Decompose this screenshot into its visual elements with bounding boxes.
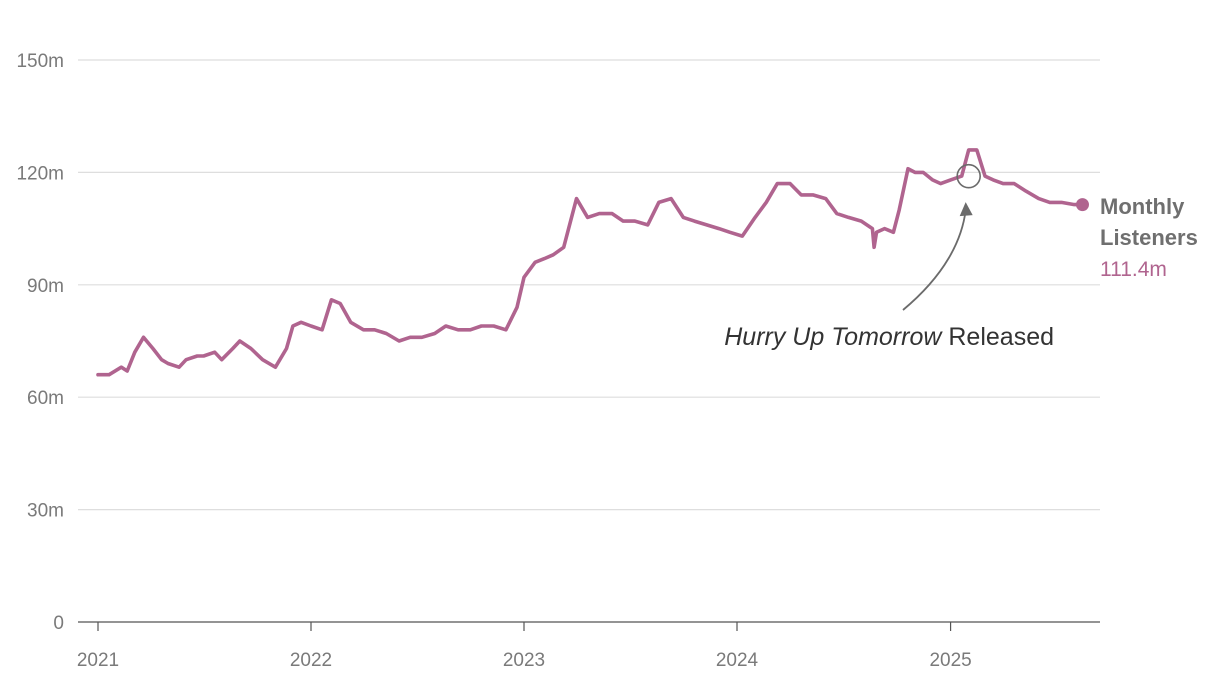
annotation-label: Hurry Up Tomorrow Released — [724, 323, 1054, 351]
series-layer — [96, 148, 1085, 377]
annotation-label-rest: Released — [941, 323, 1054, 351]
y-tick-label: 30m — [27, 501, 64, 522]
y-tick-label: 0 — [53, 613, 64, 634]
x-tick-label: 2022 — [290, 650, 332, 671]
x-tick-label: 2024 — [716, 650, 759, 671]
x-tick-label: 2025 — [929, 650, 971, 671]
series-line-monthly-listeners — [96, 148, 1085, 377]
annotation-arrowhead — [959, 202, 973, 217]
y-axis: 0 30m 60m 90m 120m 150m — [16, 51, 64, 634]
series-name-line: Listeners — [1100, 225, 1198, 250]
annotation-circle — [956, 163, 981, 189]
annotation-label-album: Hurry Up Tomorrow — [724, 323, 943, 351]
annotation: Hurry Up Tomorrow Released — [724, 163, 1054, 351]
y-tick-label: 120m — [16, 163, 64, 184]
series-end-value-label: 111.4m — [1100, 258, 1167, 281]
x-axis: 2021 2022 2023 2024 2025 — [77, 622, 972, 671]
series-legend: Monthly Listeners 111.4m — [1075, 194, 1198, 281]
series-name-line: Monthly — [1100, 194, 1185, 219]
x-tick-label: 2023 — [503, 650, 545, 671]
y-tick-label: 90m — [27, 276, 64, 297]
x-tick-label: 2021 — [77, 650, 119, 671]
series-end-dot — [1075, 198, 1089, 212]
y-tick-label: 150m — [16, 51, 64, 72]
y-tick-label: 60m — [27, 388, 64, 409]
series-name-label: Monthly Listeners — [1100, 194, 1198, 250]
gridlines — [78, 59, 1100, 511]
annotation-arrow — [902, 210, 967, 311]
